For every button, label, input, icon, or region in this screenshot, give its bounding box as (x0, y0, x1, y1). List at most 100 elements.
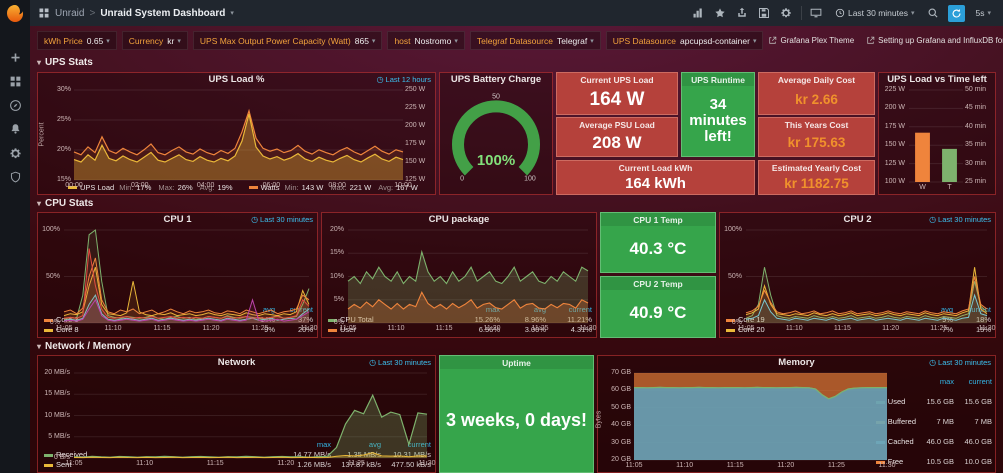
panel-title[interactable]: UPS Load % (208, 74, 265, 85)
legend-column-header: avg (940, 305, 953, 314)
network-chart[interactable]: 20 MB/s 15 MB/s 10 MB/s 5 MB/s 0 B/s 11:05 11:… (38, 369, 435, 467)
time-picker[interactable]: Last 30 minutes ▾ (831, 6, 919, 20)
row-header-cpu-stats[interactable]: ▾ CPU Stats (37, 198, 93, 209)
panel-title[interactable]: Average Daily Cost (777, 75, 856, 85)
link-grafana-plex-theme[interactable]: Grafana Plex Theme (768, 36, 854, 45)
variable-host[interactable]: host Nostromo ▾ (387, 31, 465, 50)
stat-value: 164 kWh (625, 174, 686, 192)
settings-gear-icon[interactable] (779, 6, 794, 21)
link-ups-monitoring-guide[interactable]: Setting up Grafana and InfluxDB for UPS … (866, 36, 1003, 45)
row-title: CPU Stats (45, 198, 94, 209)
time-range-badge[interactable]: ◷ Last 30 minutes (929, 213, 991, 226)
configuration-gear-icon[interactable] (8, 146, 23, 161)
legend-item[interactable]: Watts Min: 143 W Max: 221 W Avg: 167 W (248, 183, 422, 192)
panel-title[interactable]: Memory (778, 357, 815, 368)
legend-stat-key: Max: (158, 183, 175, 192)
legend-item[interactable]: Core 8 (44, 325, 237, 335)
legend-item[interactable]: User (328, 325, 454, 335)
panel-title[interactable]: Average PSU Load (579, 120, 655, 130)
variable-telegraf-datasource[interactable]: Telegraf Datasource Telegraf ▾ (469, 31, 601, 50)
cpu1-chart[interactable]: 100% 50% 0% 11:05 11:10 11:15 11:20 11:25 11:30 (38, 226, 317, 332)
star-icon[interactable] (713, 6, 728, 21)
legend-stat-key: Avg: (199, 183, 215, 192)
panel-title[interactable]: UPS Runtime (682, 73, 754, 86)
time-range-badge[interactable]: ◷ Last 30 minutes (251, 213, 313, 226)
row-header-network-memory[interactable]: ▾ Network / Memory (37, 341, 131, 352)
panel-title[interactable]: CPU 1 Temp (601, 213, 715, 226)
axis-tick: 11:10 (785, 325, 803, 332)
zoom-out-icon[interactable] (926, 6, 941, 21)
axis-tick: 0% (333, 319, 344, 326)
alerting-bell-icon[interactable] (8, 122, 23, 137)
tv-mode-icon[interactable] (809, 6, 824, 21)
battery-gauge[interactable]: 0 50 100 100% (440, 86, 552, 194)
dashboard-icon (38, 7, 50, 19)
chart-canvas[interactable] (38, 226, 317, 335)
cpu2-chart[interactable]: 100% 50% 0% 11:05 11:10 11:15 11:20 11:25 11:30 (720, 226, 995, 332)
variable-ups-datasource[interactable]: UPS Datasource apcupsd-container ▾ (605, 31, 764, 50)
dashboards-icon[interactable] (8, 74, 23, 89)
legend-item[interactable]: UPS Load Min: 17% Max: 26% Avg: 19% (68, 183, 237, 192)
axis-tick: 40 min (965, 122, 987, 130)
memory-chart[interactable]: 70 GB 60 GB 50 GB 40 GB 30 GB 20 GB 11:05 11:10… (595, 369, 895, 472)
chart-canvas[interactable] (720, 226, 995, 335)
ups-load-chart[interactable]: 30% 25% 20% 15% 250 W 225 W 200 W 175 W 150 W 125… (38, 86, 435, 189)
breadcrumb-dashboard-title[interactable]: Unraid System Dashboard (100, 7, 226, 19)
add-panel-icon[interactable] (691, 6, 706, 21)
add-icon[interactable] (8, 50, 23, 65)
legend-value: 15.26% (474, 315, 500, 324)
save-icon[interactable] (757, 6, 772, 21)
legend-value: 10.5 GB (926, 457, 954, 466)
legend-item[interactable]: Core 20 (726, 325, 915, 335)
help-shield-icon[interactable] (8, 170, 23, 185)
panel-title[interactable]: Estimated Yearly Cost (771, 163, 862, 173)
legend-item[interactable]: Core 19 (726, 315, 915, 325)
time-range-badge[interactable]: ◷ Last 30 minutes (929, 356, 991, 369)
variable-currency[interactable]: Currency kr ▾ (121, 31, 188, 50)
panel-title[interactable]: Uptime (440, 356, 593, 369)
panel-title[interactable]: CPU package (428, 214, 490, 225)
panel-title[interactable]: Current Load kWh (618, 163, 693, 173)
gauge-canvas[interactable]: 0 50 100 100% (440, 86, 552, 194)
panel-title[interactable]: Current UPS Load (580, 75, 654, 85)
explore-compass-icon[interactable] (8, 98, 23, 113)
cpu-package-chart[interactable]: 20% 15% 10% 5% 0% 11:05 11:10 11:15 11:20 11:25 11… (322, 226, 597, 332)
refresh-interval-picker[interactable]: 5s ▾ (972, 6, 996, 20)
chart-canvas[interactable] (598, 369, 895, 472)
legend-item[interactable]: Sent (44, 460, 281, 470)
axis-tick: 100% (42, 226, 60, 233)
top-navbar: Unraid > Unraid System Dashboard ▾ Last … (30, 0, 1003, 26)
legend-value: 18% (975, 315, 991, 324)
legend-label: Received (56, 450, 88, 459)
share-icon[interactable] (735, 6, 750, 21)
panel-title[interactable]: CPU 1 (163, 214, 192, 225)
chart-canvas[interactable] (38, 86, 435, 192)
panel-title[interactable]: UPS Load vs Time left (887, 74, 987, 85)
axis-tick: 45 min (965, 104, 987, 112)
cpu-package-legend: max avg current CPU Total 15.26% 8.96% 11.21% U… (322, 305, 596, 337)
breadcrumb-folder[interactable]: Unraid (55, 7, 85, 19)
legend-item[interactable]: CPU Total (328, 315, 454, 325)
panel-title[interactable]: CPU 2 Temp (601, 277, 715, 290)
refresh-icon[interactable] (947, 4, 965, 22)
panel-title[interactable]: Network (217, 357, 256, 368)
axis-tick: 150 W (884, 141, 905, 149)
variable-kwh-price[interactable]: kWh Price 0.65 ▾ (37, 31, 117, 50)
grafana-logo-icon[interactable] (5, 4, 25, 24)
chart-canvas[interactable] (38, 369, 435, 470)
row-header-ups-stats[interactable]: ▾ UPS Stats (37, 57, 93, 68)
breadcrumb[interactable]: Unraid > Unraid System Dashboard ▾ (38, 7, 234, 19)
panel-title[interactable]: CPU 2 (843, 214, 872, 225)
legend-color-dash (44, 318, 53, 322)
legend-item[interactable]: Free (875, 457, 916, 467)
panel-title[interactable]: This Years Cost (784, 120, 849, 130)
panel-title[interactable]: UPS Battery Charge (450, 74, 542, 85)
axis-tick: 20% (56, 146, 71, 153)
legend-item[interactable]: Received (44, 450, 281, 460)
time-range-badge[interactable]: ◷ Last 12 hours (377, 73, 431, 86)
variable-ups-max-output[interactable]: UPS Max Output Power Capacity (Watt) 865 ▾ (192, 31, 383, 50)
chart-canvas[interactable] (322, 226, 596, 335)
load-vs-time-chart[interactable]: 225 W 200 W 175 W 150 W 125 W 100 W 50 min 45 m… (879, 86, 995, 194)
time-range-badge[interactable]: ◷ Last 30 minutes (369, 356, 431, 369)
chart-canvas[interactable] (879, 86, 995, 194)
